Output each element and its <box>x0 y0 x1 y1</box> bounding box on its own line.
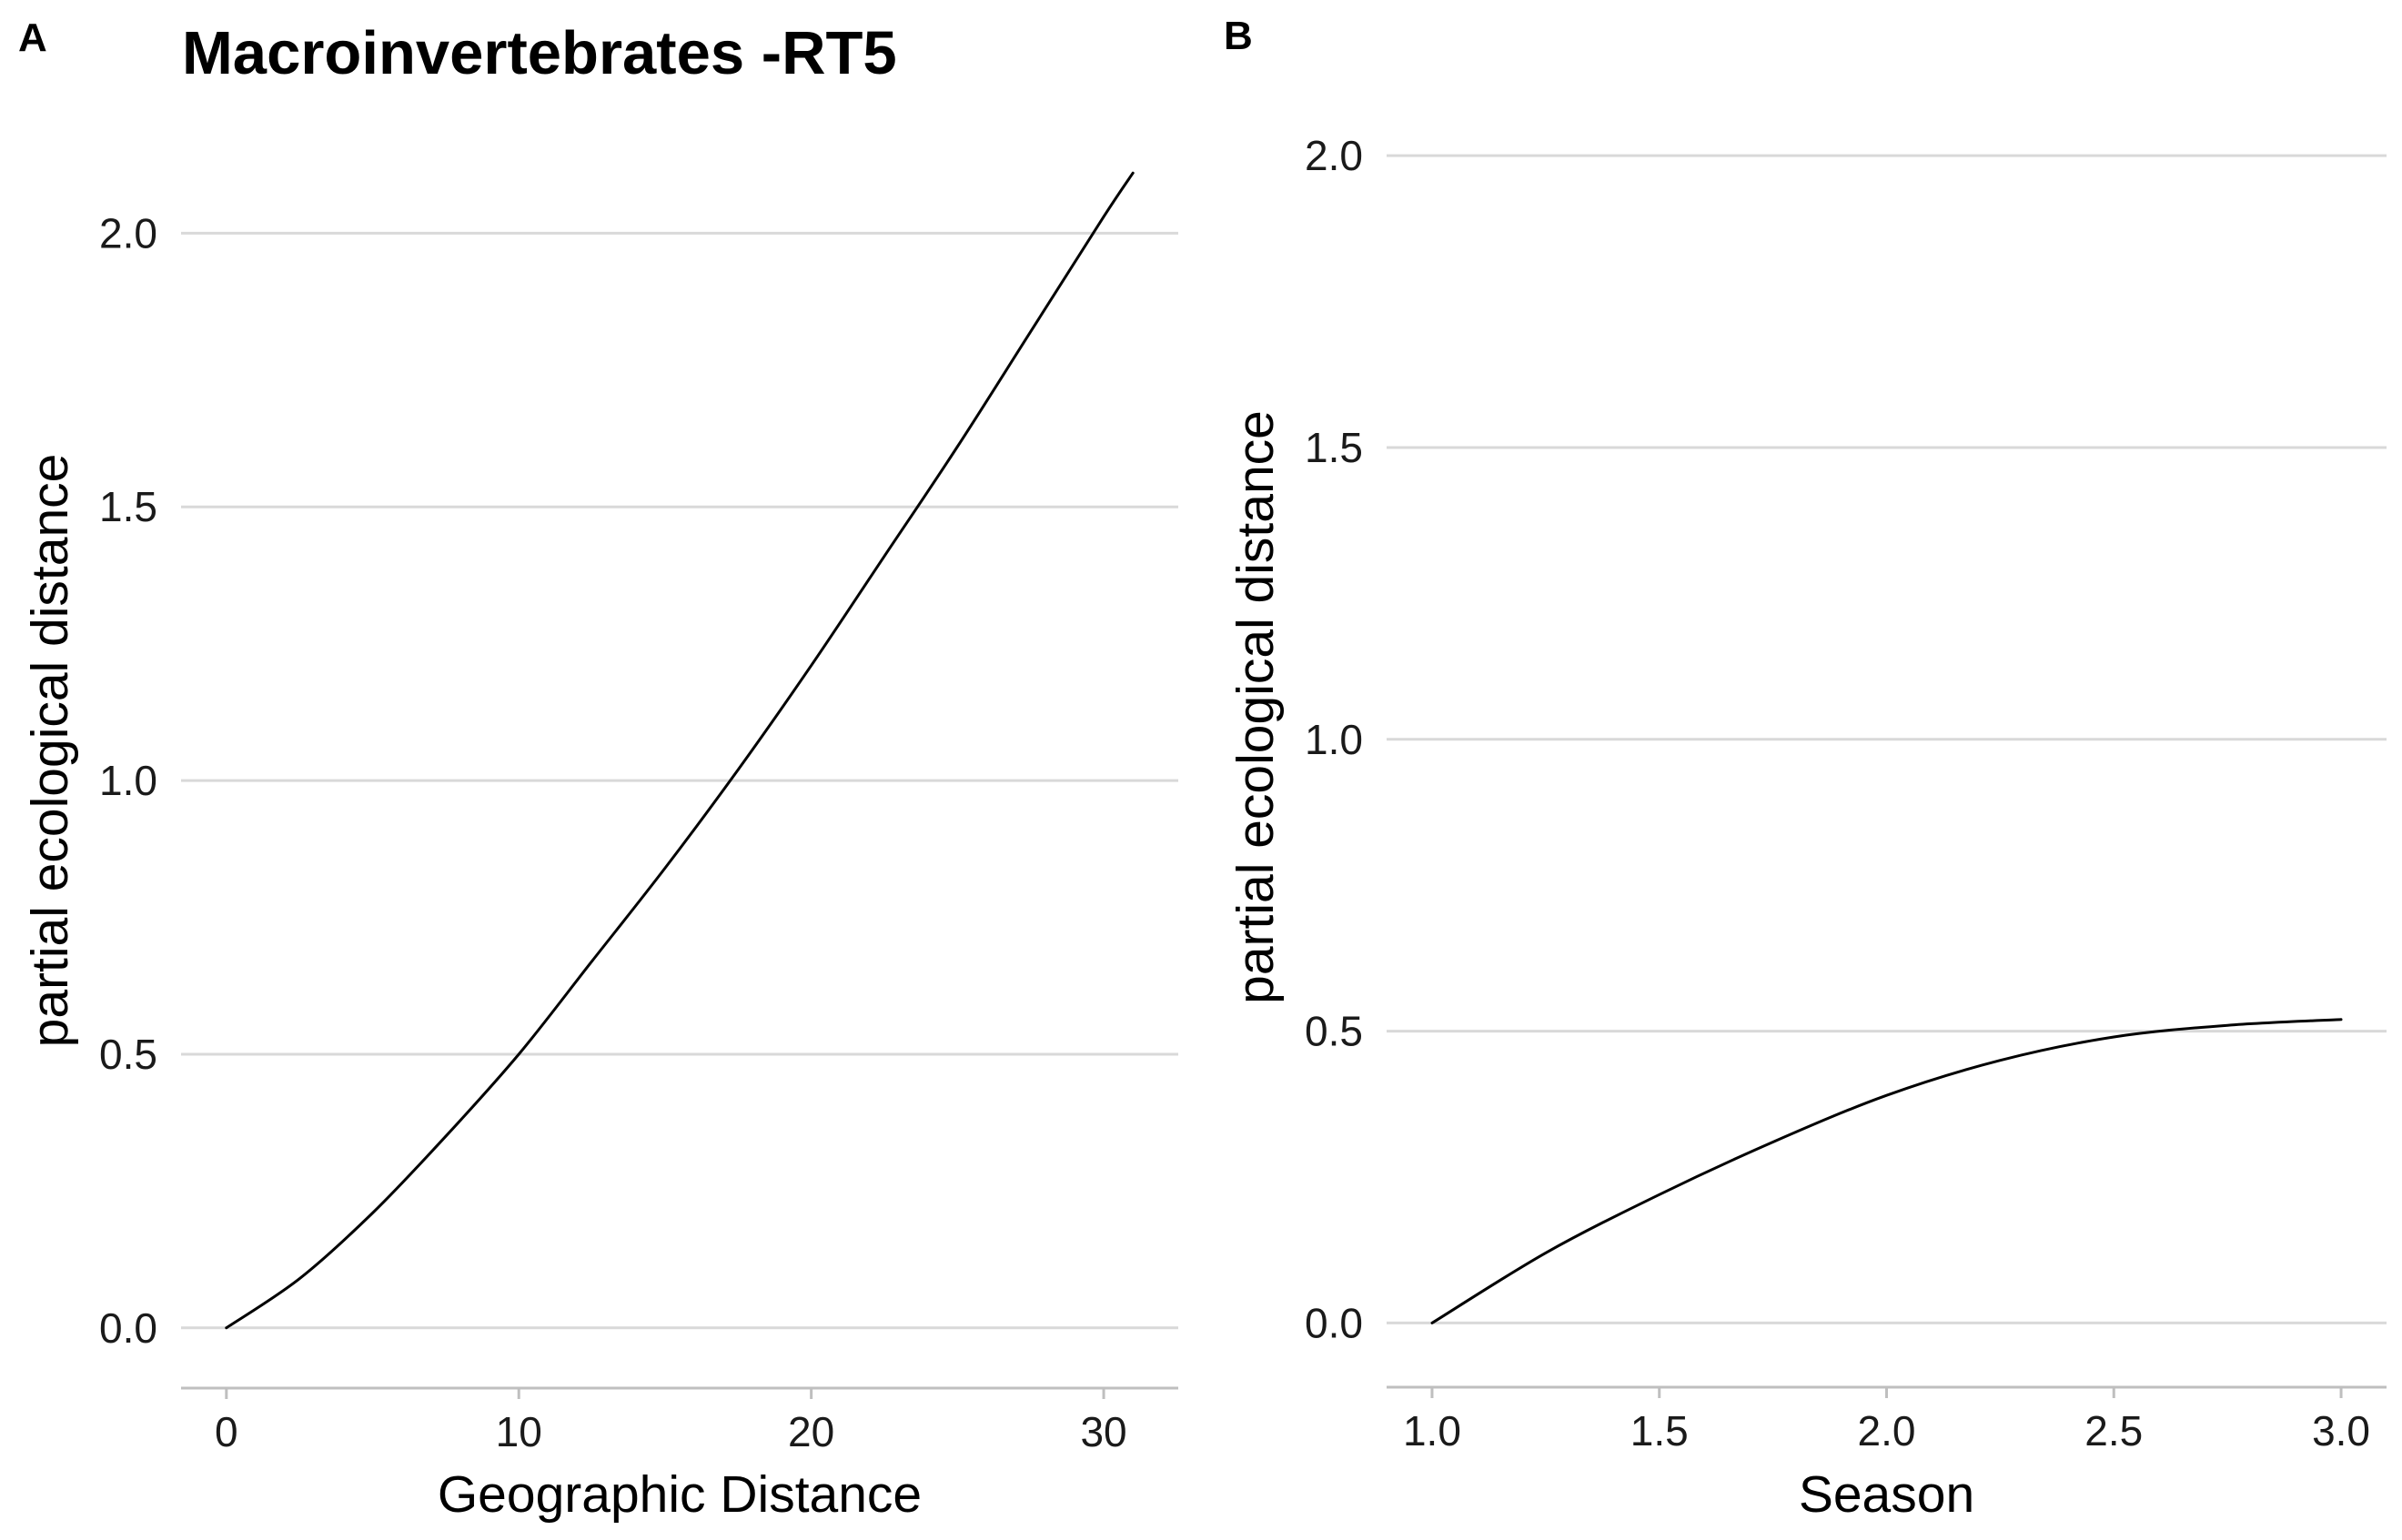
panel-b: 0.0 0.5 1.0 1.5 2.0 1.0 1.5 2.0 2.5 3.0 Season part… <box>1224 14 2387 1524</box>
y-axis-title: partial ecological distance <box>21 454 79 1048</box>
x-tick-label: 10 <box>496 1408 542 1455</box>
y-tick-label: 1.5 <box>1305 424 1363 471</box>
x-tick-label: 2.5 <box>2084 1407 2143 1454</box>
x-tick-label: 30 <box>1080 1408 1126 1455</box>
x-tick-label: 1.0 <box>1403 1407 1461 1454</box>
x-axis-title: Geographic Distance <box>438 1465 922 1524</box>
chart-title: Macroinvertebrates -RT5 <box>182 19 897 87</box>
panel-label: B <box>1224 14 1253 58</box>
y-tick-label: 1.5 <box>99 483 157 530</box>
x-axis-title: Season <box>1799 1465 1974 1524</box>
panel-a: 0.0 0.5 1.0 1.5 2.0 0 10 20 30 Geographic Distanc… <box>18 15 1178 1524</box>
y-tick-label: 2.0 <box>99 209 157 257</box>
y-tick-label: 0.5 <box>1305 1008 1363 1055</box>
panel-label: A <box>18 15 47 60</box>
y-tick-label: 2.0 <box>1305 132 1363 179</box>
y-tick-label: 0.0 <box>1305 1299 1363 1346</box>
y-tick-label: 0.5 <box>99 1031 157 1078</box>
x-tick-label: 3.0 <box>2312 1407 2370 1454</box>
x-tick-label: 1.5 <box>1630 1407 1689 1454</box>
x-tick-label: 20 <box>788 1408 834 1455</box>
y-axis-title: partial ecological distance <box>1226 410 1285 1004</box>
x-tick-label: 2.0 <box>1858 1407 1916 1454</box>
x-tick-label: 0 <box>215 1408 238 1455</box>
y-tick-label: 0.0 <box>99 1304 157 1352</box>
series-line <box>225 171 1135 1330</box>
series-line <box>1430 1018 2343 1324</box>
y-tick-label: 1.0 <box>1305 716 1363 763</box>
y-tick-label: 1.0 <box>99 757 157 804</box>
